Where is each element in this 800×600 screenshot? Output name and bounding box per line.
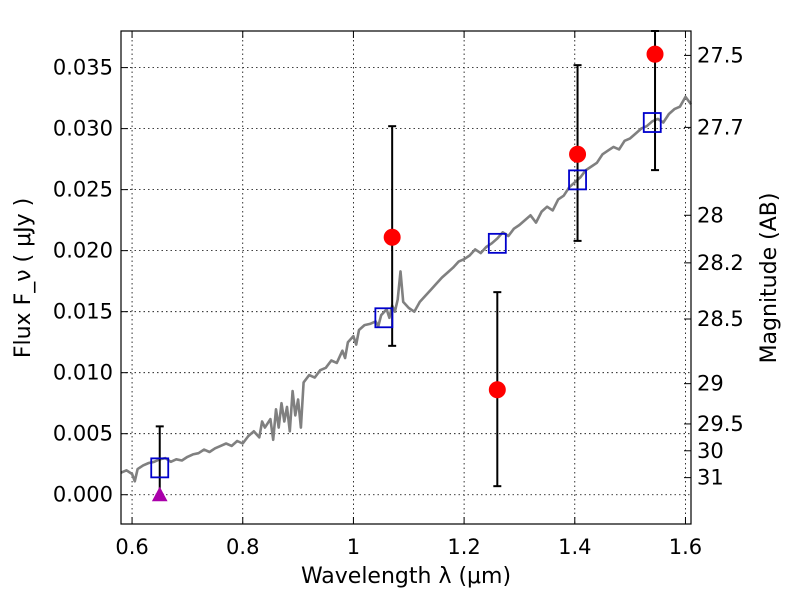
right-tick-label: 27.7 [697,115,744,139]
right-tick-label: 31 [697,466,724,490]
right-tick-label: 30 [697,439,724,463]
model-square [568,169,587,191]
plot-frame [120,30,692,525]
x-axis-label: Wavelength λ (μm) [301,564,511,589]
upper-limit-triangle [151,486,168,502]
y-tick-label: 0.005 [53,422,113,446]
y-tick-label: 0.035 [53,56,113,80]
right-tick-label: 29.5 [697,412,744,436]
x-tick-label: 1.2 [447,535,480,559]
x-axis-ticks: 0.6 0.8 1 1.2 1.4 1.6 [115,31,702,559]
observed-point [488,381,506,399]
observed-point [383,228,401,246]
model-square [150,457,170,479]
y-tick-label: 0.000 [53,483,113,507]
x-tick-label: 0.8 [226,535,259,559]
observed-point [646,45,664,63]
right-axis-label: Magnitude (AB) [757,193,782,364]
y-tick-label: 0.015 [53,300,113,324]
y-tick-label: 0.020 [53,239,113,263]
y-axis-ticks: 0.000 0.005 0.010 0.015 0.020 0.025 0.030 0.035 [53,56,128,507]
right-tick-label: 28 [697,203,724,227]
model-spectrum [120,95,693,483]
error-bars [155,30,660,496]
right-tick-label: 27.5 [697,43,744,67]
x-tick-label: 1.4 [558,535,591,559]
model-square [642,112,662,133]
x-tick-label: 1 [347,535,360,559]
right-tick-label: 28.2 [697,251,744,275]
model-square [374,307,394,329]
x-tick-label: 0.6 [115,535,148,559]
spectrum-line [120,95,693,483]
observed-photometry-points [151,45,664,502]
right-axis-ticks: 27.5 27.7 28 28.2 28.5 29 29.5 30 31 [684,43,744,490]
y-tick-label: 0.025 [53,178,113,202]
right-tick-label: 28.5 [697,307,744,331]
x-tick-label: 1.6 [669,535,702,559]
observed-point [569,145,587,163]
y-axis-label: Flux F_ν ( μJy ) [11,198,36,358]
model-photometry-points [150,112,662,479]
model-square [487,232,507,254]
y-tick-label: 0.030 [53,117,113,141]
y-tick-label: 0.010 [53,361,113,385]
right-tick-label: 29 [697,372,724,396]
